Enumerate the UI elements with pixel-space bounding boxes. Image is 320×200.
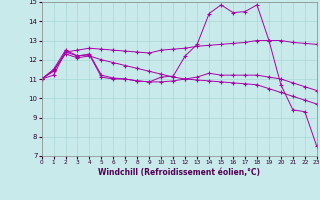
X-axis label: Windchill (Refroidissement éolien,°C): Windchill (Refroidissement éolien,°C) — [98, 168, 260, 177]
